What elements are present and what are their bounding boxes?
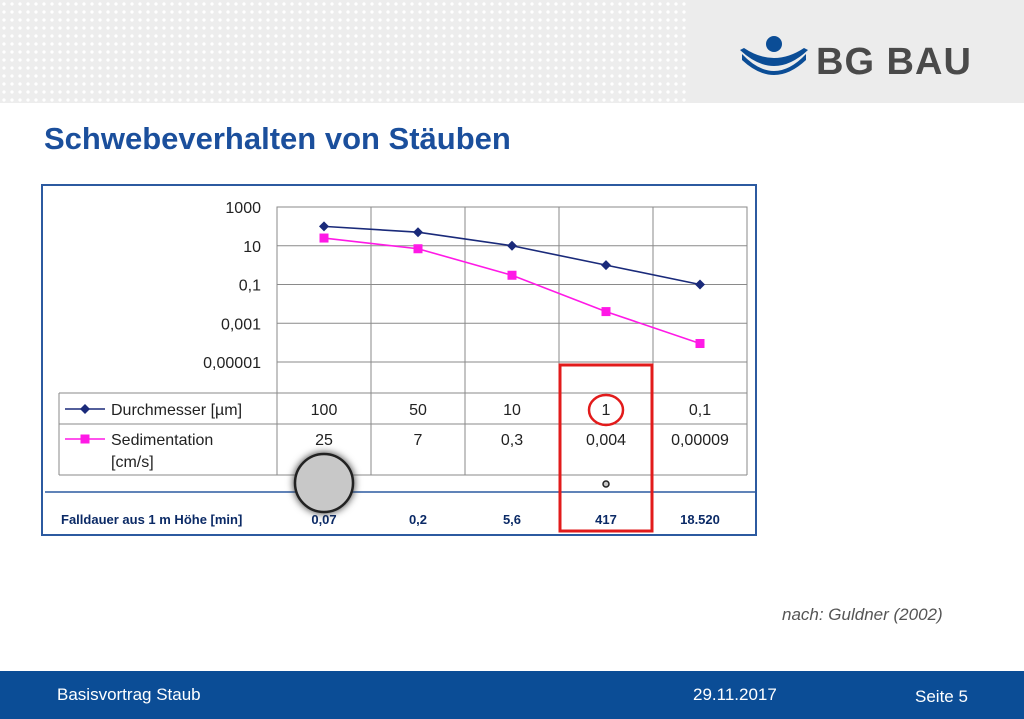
data-point bbox=[601, 260, 611, 271]
legend-label: Sedimentation bbox=[111, 432, 213, 449]
fall-row-value: 18.520 bbox=[680, 512, 720, 527]
header-dot-pattern bbox=[0, 0, 690, 103]
fall-row-value: 417 bbox=[595, 512, 617, 527]
fall-row-label: Falldauer aus 1 m Höhe [min] bbox=[61, 512, 242, 527]
data-point bbox=[413, 227, 423, 238]
chart-frame: 1000 10 0,1 0,001 0,00001 Durchmesser [µm] 100… bbox=[41, 184, 757, 536]
data-point bbox=[601, 307, 611, 317]
data-point bbox=[319, 221, 329, 232]
table-value: 0,004 bbox=[586, 432, 626, 449]
fall-row-value: 0,2 bbox=[409, 512, 427, 527]
legend-marker bbox=[80, 404, 90, 414]
table-value: 10 bbox=[503, 402, 521, 419]
large-particle-icon bbox=[293, 452, 355, 514]
y-tick-label: 10 bbox=[243, 239, 261, 256]
data-point bbox=[695, 339, 705, 349]
data-point bbox=[507, 270, 517, 280]
data-point bbox=[319, 233, 329, 243]
table-value: 0,00009 bbox=[671, 432, 729, 449]
footer-date: 29.11.2017 bbox=[693, 685, 777, 704]
highlight-circle bbox=[587, 393, 625, 427]
small-particle-icon bbox=[602, 480, 610, 488]
data-point bbox=[695, 279, 705, 290]
y-tick-label: 0,00001 bbox=[203, 355, 261, 372]
footer-presentation-title: Basisvortrag Staub bbox=[57, 685, 201, 704]
bg-bau-logo-icon bbox=[740, 36, 808, 75]
table-value: 100 bbox=[311, 402, 338, 419]
brand-name: BG BAU bbox=[816, 41, 972, 83]
legend-marker bbox=[80, 434, 90, 444]
fall-row-value: 0,07 bbox=[311, 512, 336, 527]
footer-page-number: Seite 5 bbox=[915, 687, 968, 706]
data-point bbox=[507, 240, 517, 251]
fall-row-value: 5,6 bbox=[503, 512, 521, 527]
table-value: 25 bbox=[315, 432, 333, 449]
table-value: 0,1 bbox=[689, 402, 711, 419]
page-title: Schwebeverhalten von Stäuben bbox=[44, 121, 511, 156]
legend-label: Durchmesser [µm] bbox=[111, 402, 242, 419]
source-note: nach: Guldner (2002) bbox=[782, 605, 943, 624]
y-tick-label: 1000 bbox=[225, 200, 261, 217]
table-value: 7 bbox=[414, 432, 423, 449]
data-point bbox=[413, 244, 423, 254]
legend-label-unit: [cm/s] bbox=[111, 454, 154, 471]
highlight-box bbox=[558, 363, 654, 533]
footer-bar: Basisvortrag Staub 29.11.2017 Seite 5 bbox=[0, 671, 1024, 719]
table-value: 50 bbox=[409, 402, 427, 419]
y-tick-label: 0,1 bbox=[239, 278, 261, 295]
table-value: 0,3 bbox=[501, 432, 523, 449]
y-tick-label: 0,001 bbox=[221, 316, 261, 333]
table-value: 1 bbox=[602, 402, 611, 419]
